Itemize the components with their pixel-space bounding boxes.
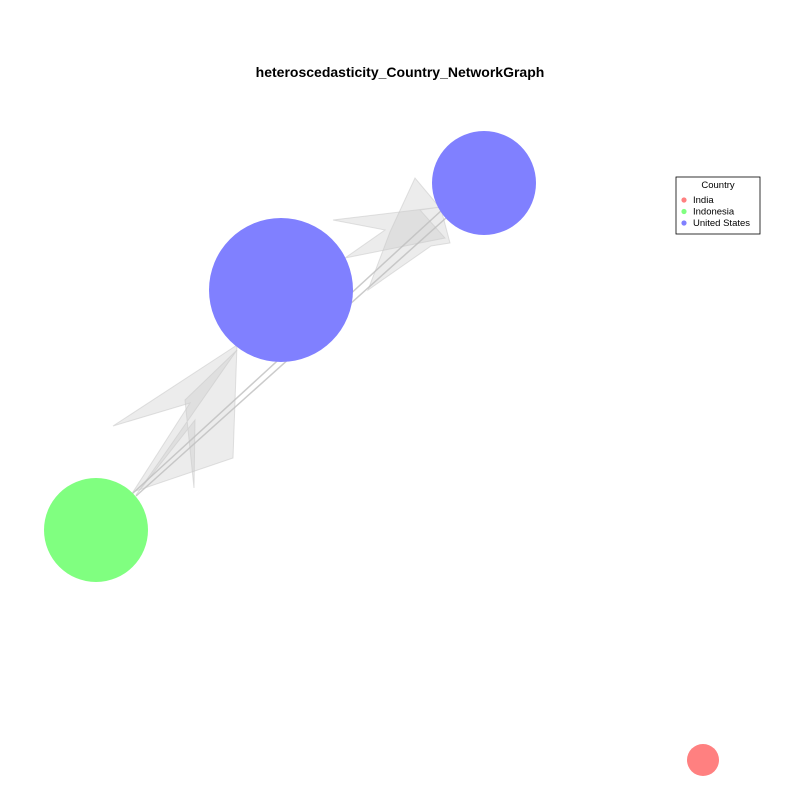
edge-us-large-to-indonesia-3 bbox=[135, 349, 238, 496]
legend-swatch-india bbox=[681, 197, 687, 203]
edge-us-small-to-us-large-1 bbox=[366, 177, 451, 292]
legend-label-india: India bbox=[693, 195, 714, 206]
graph-title: heteroscedasticity_Country_NetworkGraph bbox=[256, 64, 545, 80]
nodes-layer bbox=[44, 131, 719, 776]
node-indonesia bbox=[44, 478, 148, 582]
edges-layer bbox=[112, 177, 451, 497]
legend-swatch-indonesia bbox=[681, 208, 687, 215]
node-us-small bbox=[432, 131, 536, 235]
legend-swatch-united-states bbox=[681, 220, 687, 226]
legend-box bbox=[675, 176, 761, 235]
legend-label-indonesia: Indonesia bbox=[693, 207, 735, 218]
node-india bbox=[687, 744, 719, 776]
edge-us-large-to-indonesia-2 bbox=[112, 344, 238, 493]
legend: Country India Indonesia United States bbox=[675, 176, 761, 235]
node-us-large bbox=[209, 218, 353, 362]
legend-title: Country bbox=[701, 180, 735, 191]
legend-label-united-states: United States bbox=[693, 218, 750, 229]
